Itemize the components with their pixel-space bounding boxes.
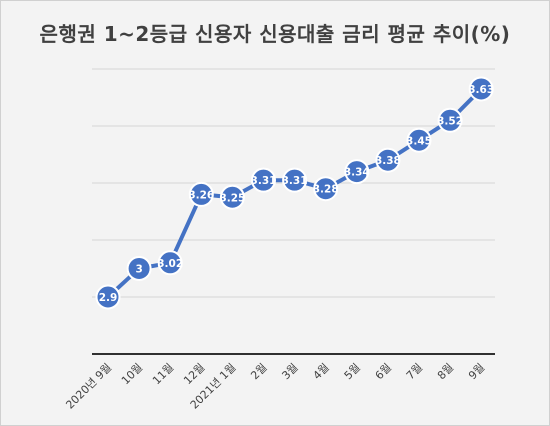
x-tick-label: 2020년 9월 [63, 361, 114, 412]
x-tick-label: 5월 [342, 361, 363, 382]
data-marker [375, 147, 401, 173]
data-label: 3.02 [157, 258, 183, 270]
x-tick-label: 10월 [119, 361, 145, 387]
x-tick-label: 6월 [373, 361, 394, 382]
data-marker [313, 176, 339, 202]
data-point: 3.38 [375, 147, 401, 173]
data-label: 3.52 [437, 115, 463, 127]
data-point: 3.26 [188, 181, 214, 207]
data-label: 3.63 [468, 84, 494, 96]
data-marker [126, 256, 152, 281]
data-marker [157, 250, 183, 276]
data-label: 3.45 [406, 135, 432, 147]
data-marker [406, 127, 432, 153]
data-point: 3.28 [313, 176, 339, 202]
data-point: 2.9 [95, 284, 121, 310]
data-label: 3.31 [282, 175, 308, 187]
x-tick-label: 8월 [435, 361, 456, 382]
data-label: 3.38 [375, 155, 401, 167]
data-marker [219, 184, 245, 210]
data-markers: 2.9 3 3.02 3.26 3.25 3.31 3.31 3.28 3.34 3.38 3.45… [95, 76, 494, 310]
data-marker [468, 76, 494, 102]
x-tick-label: 4월 [311, 361, 332, 382]
data-point: 3.63 [468, 76, 494, 102]
data-label: 3 [135, 264, 142, 276]
x-tick-label: 3월 [279, 361, 300, 382]
data-marker [282, 167, 308, 193]
data-point: 3.45 [406, 127, 432, 153]
x-tick-label: 12월 [181, 361, 207, 387]
chart-title: 은행권 1~2등급 신용자 신용대출 금리 평균 추이(%) [39, 22, 511, 46]
x-tick-label: 11월 [150, 361, 176, 387]
data-marker [437, 107, 463, 133]
data-label: 3.26 [188, 189, 214, 201]
x-tick-label: 2월 [248, 361, 269, 382]
data-label: 3.34 [344, 167, 370, 179]
data-point: 3.02 [157, 250, 183, 276]
data-point: 3.52 [437, 107, 463, 133]
data-marker [251, 167, 276, 193]
data-marker [95, 284, 121, 310]
data-point: 3.31 [282, 167, 308, 193]
data-point: 3.31 [251, 167, 277, 193]
data-label: 2.9 [99, 292, 118, 304]
data-label: 3.31 [251, 175, 277, 187]
x-tick-label: 7월 [404, 361, 425, 382]
data-label: 3.25 [219, 192, 245, 204]
data-point: 3 [126, 256, 152, 281]
data-point: 3.25 [219, 184, 245, 210]
data-point: 3.34 [344, 159, 370, 185]
x-tick-label: 9월 [466, 361, 487, 382]
data-marker [344, 159, 370, 185]
data-label: 3.28 [313, 184, 339, 196]
data-marker [188, 181, 214, 207]
